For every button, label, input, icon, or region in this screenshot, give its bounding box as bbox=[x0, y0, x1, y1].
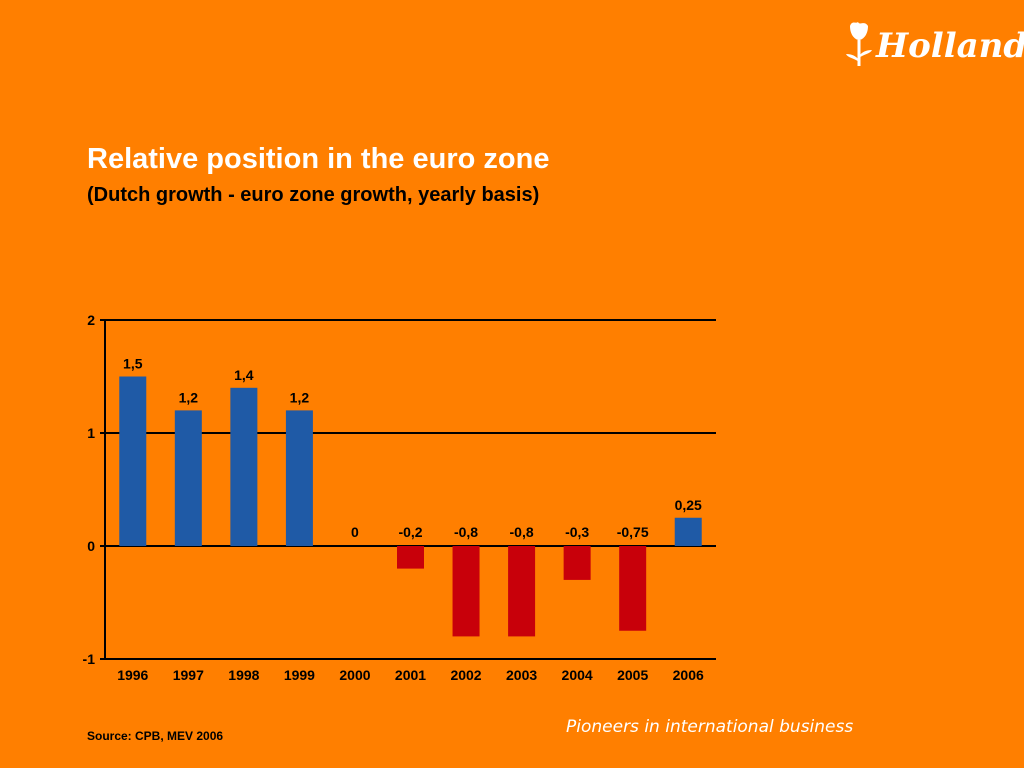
data-label-1999: 1,2 bbox=[290, 389, 310, 405]
source-note: Source: CPB, MEV 2006 bbox=[87, 729, 224, 743]
bar-2006 bbox=[674, 517, 702, 546]
x-tick-label-2004: 2004 bbox=[562, 667, 593, 683]
logo-wordmark: Holland bbox=[876, 26, 1024, 66]
data-label-2005: -0,75 bbox=[617, 524, 649, 540]
slide-subtitle: (Dutch growth - euro zone growth, yearly… bbox=[87, 184, 540, 206]
tulip-icon bbox=[846, 22, 872, 66]
data-label-2002: -0,8 bbox=[454, 524, 478, 540]
x-tick-label-1996: 1996 bbox=[117, 667, 148, 683]
x-tick-label-2006: 2006 bbox=[673, 667, 704, 683]
x-tick-label-1997: 1997 bbox=[173, 667, 204, 683]
data-label-2006: 0,25 bbox=[675, 497, 702, 513]
x-tick-label-2001: 2001 bbox=[395, 667, 426, 683]
bar-1996 bbox=[119, 376, 147, 546]
data-label-2001: -0,2 bbox=[398, 524, 422, 540]
bar-2003 bbox=[508, 546, 536, 637]
bar-2002 bbox=[452, 546, 480, 637]
x-tick-label-1999: 1999 bbox=[284, 667, 315, 683]
x-tick-label-1998: 1998 bbox=[228, 667, 259, 683]
y-tick-label: 0 bbox=[87, 538, 95, 554]
x-tick-label-2003: 2003 bbox=[506, 667, 537, 683]
bar-1999 bbox=[285, 410, 313, 546]
bar-2004 bbox=[563, 546, 591, 580]
bar-2005 bbox=[619, 546, 647, 631]
tagline: Pioneers in international business bbox=[566, 717, 854, 737]
y-tick-label: 2 bbox=[87, 312, 95, 328]
bar-2001 bbox=[397, 546, 424, 569]
data-label-1996: 1,5 bbox=[123, 356, 143, 372]
data-label-2003: -0,8 bbox=[510, 524, 534, 540]
x-tick-label-2002: 2002 bbox=[450, 667, 481, 683]
y-tick-label: 1 bbox=[87, 425, 95, 441]
data-label-1997: 1,2 bbox=[179, 389, 199, 405]
data-label-1998: 1,4 bbox=[234, 367, 254, 383]
holland-logo: Holland bbox=[842, 18, 1024, 74]
bar-1998 bbox=[230, 387, 258, 546]
x-tick-label-2005: 2005 bbox=[617, 667, 648, 683]
data-label-2000: 0 bbox=[351, 524, 359, 540]
x-tick-label-2000: 2000 bbox=[339, 667, 370, 683]
slide-title: Relative position in the euro zone bbox=[87, 143, 550, 175]
data-label-2004: -0,3 bbox=[565, 524, 589, 540]
bar-1997 bbox=[174, 410, 202, 546]
y-tick-label: -1 bbox=[83, 651, 96, 667]
